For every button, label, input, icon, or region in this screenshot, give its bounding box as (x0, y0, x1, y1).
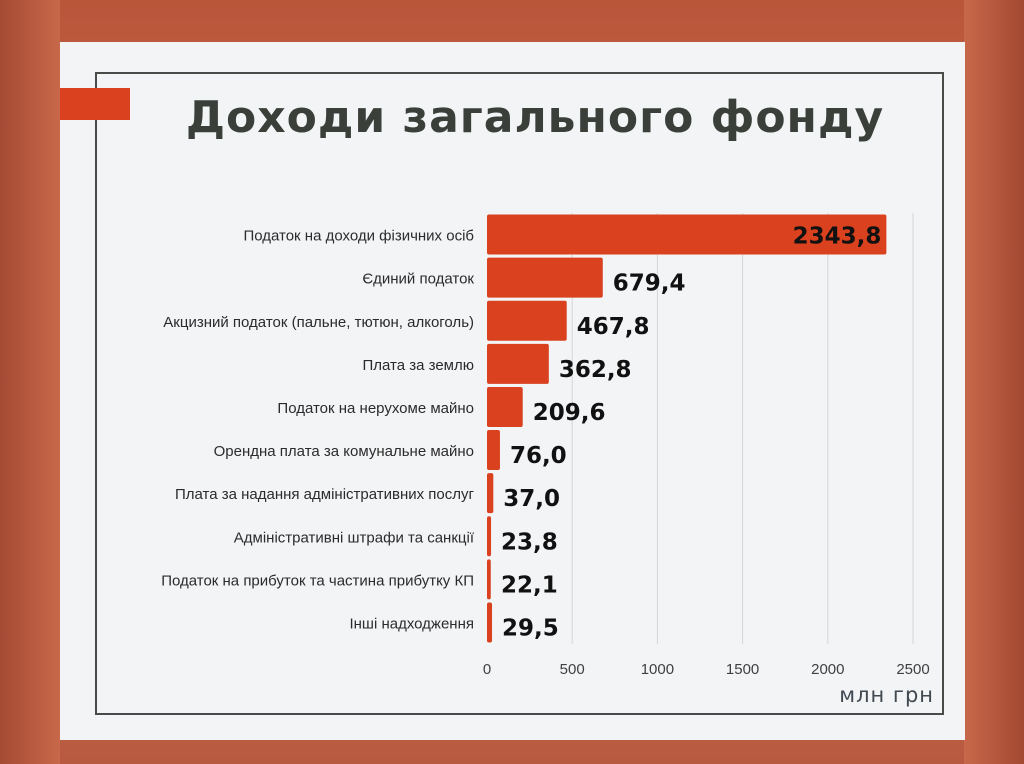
accent-bar (60, 88, 130, 120)
x-tick-label: 2000 (811, 661, 844, 678)
category-label: Податок на нерухоме майно (277, 400, 474, 417)
data-label: 362,8 (559, 357, 632, 383)
category-label: Плата за надання адміністративних послуг (175, 486, 475, 503)
bar (487, 386, 523, 427)
category-label: Плата за землю (362, 357, 474, 374)
category-label: Орендна плата за комунальне майно (214, 443, 474, 460)
data-label: 23,8 (501, 529, 558, 555)
chart-frame (95, 72, 944, 715)
category-label: Інші надходження (349, 615, 474, 632)
bar (487, 473, 494, 514)
category-label: Єдиний податок (362, 271, 474, 288)
bar (487, 257, 603, 298)
data-label: 22,1 (501, 572, 558, 598)
bar (487, 559, 491, 600)
chart-title: Доходи загального фонду (185, 92, 885, 143)
data-label: 76,0 (510, 443, 567, 469)
x-tick-label: 0 (483, 661, 491, 678)
data-label: 467,8 (577, 314, 650, 340)
category-label: Податок на доходи фізичних осіб (243, 228, 474, 245)
bar (487, 430, 500, 471)
x-tick-label: 2500 (896, 661, 929, 678)
bar (487, 300, 567, 341)
bar (487, 516, 492, 557)
bar (487, 602, 493, 643)
x-tick-label: 500 (560, 661, 585, 678)
category-label: Податок на прибуток та частина прибутку … (161, 572, 474, 589)
data-label: 37,0 (503, 486, 560, 512)
x-axis-label: млн грн (839, 683, 934, 707)
bar (487, 343, 549, 384)
x-tick-label: 1500 (726, 661, 759, 678)
background-left (0, 0, 60, 764)
x-tick-label: 1000 (641, 661, 674, 678)
data-label: 29,5 (502, 615, 559, 641)
background-right (964, 0, 1024, 764)
data-label: 679,4 (613, 271, 686, 297)
bar (487, 214, 887, 255)
category-label: Адміністративні штрафи та санкції (234, 529, 475, 546)
data-label: 2343,8 (793, 224, 882, 250)
data-label: 209,6 (533, 400, 606, 426)
category-label: Акцизний податок (пальне, тютюн, алкогол… (163, 314, 474, 331)
